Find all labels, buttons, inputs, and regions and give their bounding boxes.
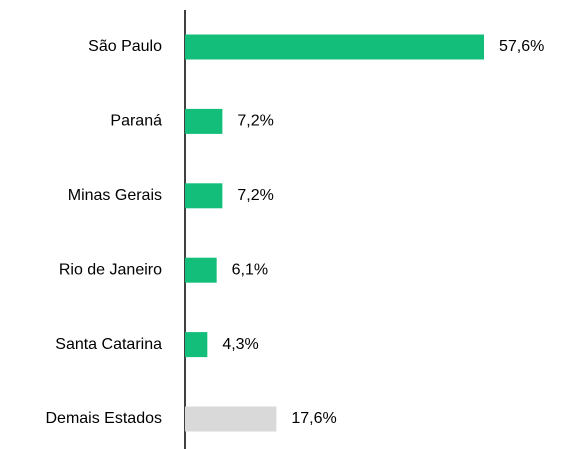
bar <box>185 34 484 60</box>
value-label: 57,6% <box>499 38 544 55</box>
bar <box>185 332 208 358</box>
value-label: 17,6% <box>291 410 336 427</box>
bar <box>185 183 223 209</box>
category-label: São Paulo <box>88 38 162 55</box>
value-label: 4,3% <box>222 336 258 353</box>
value-label: 7,2% <box>237 187 273 204</box>
category-label: Paraná <box>110 113 162 130</box>
value-label: 6,1% <box>232 261 268 278</box>
bar <box>185 257 217 283</box>
category-label: Santa Catarina <box>55 336 162 353</box>
category-label: Minas Gerais <box>68 187 162 204</box>
bar <box>185 406 277 432</box>
bar <box>185 108 223 134</box>
category-label: Rio de Janeiro <box>59 261 162 278</box>
value-label: 7,2% <box>237 113 273 130</box>
category-label: Demais Estados <box>46 410 163 427</box>
